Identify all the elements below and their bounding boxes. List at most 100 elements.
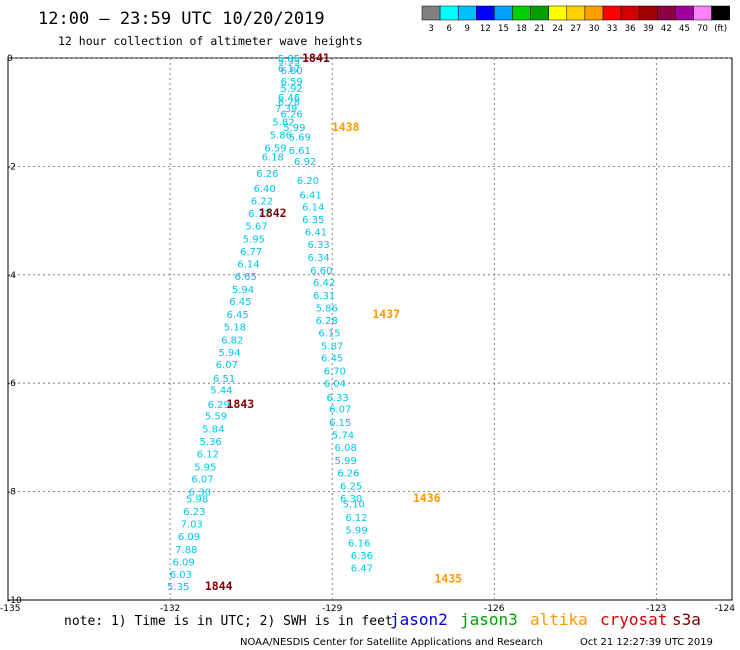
wave-height-point: 5.99 <box>283 123 305 134</box>
y-tick-label: -10 <box>7 596 22 606</box>
wave-height-point: 5.85 <box>278 54 300 65</box>
wave-height-point: 6.65 <box>235 272 257 283</box>
scale-swatch <box>657 5 676 21</box>
x-tick-label: -124 <box>715 604 736 614</box>
scale-label: 45 <box>679 24 690 34</box>
wave-height-point: 6.07 <box>329 405 351 416</box>
wave-height-point: 6.09 <box>172 558 194 569</box>
scale-swatch <box>602 5 622 21</box>
wave-height-point: 6.59 <box>264 143 286 154</box>
wave-height-point: 6.09 <box>178 532 200 543</box>
scale-label: 30 <box>589 24 600 34</box>
pass-time-label: 1438 <box>332 120 360 134</box>
wave-height-point: 5.94 <box>218 348 240 359</box>
wave-height-point: 6.17 <box>278 64 300 75</box>
wave-height-point: 6.26 <box>281 109 303 120</box>
wave-height-point: 6.04 <box>324 379 346 390</box>
plot-frame <box>7 57 733 601</box>
wave-height-point: 5.86 <box>316 303 338 314</box>
wave-height-point: 6.41 <box>299 191 321 202</box>
pass-time-label: 1844 <box>205 579 233 593</box>
wave-height-point: 6.41 <box>305 227 327 238</box>
y-tick-label: 0 <box>7 54 13 64</box>
wave-height-point: 6.23 <box>183 507 205 518</box>
pass-time-label: 1435 <box>434 571 462 585</box>
wave-height-point: 5.35 <box>167 582 189 593</box>
wave-height-point: 5.82 <box>272 117 294 128</box>
wave-height-point: 6.82 <box>221 335 243 346</box>
wave-height-point: 5.59 <box>205 412 227 423</box>
wave-height-point: 6.45 <box>321 354 343 365</box>
wave-height-point: 6.14 <box>302 203 324 214</box>
chart-title: 12:00 – 23:59 UTC 10/20/2019 <box>38 9 325 29</box>
wave-height-point: 6.51 <box>213 374 235 385</box>
scale-swatch <box>548 5 568 21</box>
wave-height-point: 5.87 <box>321 341 343 352</box>
scale-swatch <box>584 5 604 21</box>
scale-label: 15 <box>498 24 509 34</box>
scale-swatch <box>638 5 658 21</box>
wave-height-point: 5.94 <box>232 285 254 296</box>
scale-label: 3 <box>428 24 433 34</box>
scale-swatch <box>476 5 495 21</box>
scale-swatch <box>675 5 694 21</box>
wave-height-point: 5.95 <box>243 234 265 245</box>
legend-jason2: jason2 <box>390 610 448 629</box>
scale-swatch <box>566 5 586 21</box>
wave-height-point: 6.80 <box>281 66 303 77</box>
wave-height-point: 7.03 <box>181 520 203 531</box>
wave-height-point: 6.35 <box>302 215 324 226</box>
scale-swatch <box>457 5 477 21</box>
pass-time-label: 1437 <box>372 307 400 321</box>
wave-height-point: 5.10 <box>343 500 365 511</box>
wave-height-point: 6.34 <box>308 253 330 264</box>
wave-height-point: 6.59 <box>281 77 303 88</box>
timestamp: Oct 21 12:27:39 UTC 2019 <box>580 637 713 648</box>
wave-height-point: 6.16 <box>348 539 370 550</box>
chart-subtitle: 12 hour collection of altimeter wave hei… <box>58 34 363 48</box>
wave-height-point: 6.30 <box>340 494 362 505</box>
wave-height-point: 6.22 <box>251 197 273 208</box>
wave-height-point: 6.12 <box>197 450 219 461</box>
x-tick-label: -126 <box>484 604 505 614</box>
wave-height-point: 6.31 <box>313 291 335 302</box>
wave-height-point: 6.08 <box>335 443 357 454</box>
scale-label: 39 <box>643 24 654 34</box>
wave-height-point: 5.69 <box>289 133 311 144</box>
legend-cryosat: cryosat <box>600 610 667 629</box>
color-scale: 3 6 9 12 15 18 21 24 27 30 33 36 39 42 45 70 (ft) <box>421 5 730 34</box>
scale-swatch <box>620 5 640 21</box>
wave-height-point: 5.95 <box>278 57 300 68</box>
scale-label: 42 <box>661 24 672 34</box>
scale-label: 12 <box>480 24 491 34</box>
wave-height-point: 5.74 <box>332 431 354 442</box>
wave-height-point: 6.92 <box>294 157 316 168</box>
wave-height-point: 6.45 <box>226 310 248 321</box>
scale-swatch <box>421 5 441 21</box>
wave-height-point: 5.92 <box>281 84 303 95</box>
pass-time-label: 1841 <box>302 51 330 65</box>
scale-label: 6 <box>446 24 451 34</box>
wave-height-point: 6.36 <box>351 551 373 562</box>
wave-height-point: 6.20 <box>297 176 319 187</box>
scale-swatch <box>711 5 730 21</box>
scale-label: 36 <box>625 24 636 34</box>
wave-height-point: 5.67 <box>245 221 267 232</box>
wave-height-point: 6.28 <box>278 97 300 108</box>
wave-height-point: 6.33 <box>326 393 348 404</box>
wave-height-point: 5.18 <box>224 322 246 333</box>
scale-swatch <box>693 5 712 21</box>
wave-height-point: 6.07 <box>191 475 213 486</box>
scale-label: 70 <box>697 24 708 34</box>
wave-height-point: 6.47 <box>351 563 373 574</box>
wave-height-point: 6.77 <box>240 247 262 258</box>
legend-s3a: s3a <box>672 610 701 629</box>
wave-height-point: 5.95 <box>194 463 216 474</box>
scale-label: 27 <box>570 24 581 34</box>
scale-swatch <box>494 5 513 21</box>
wave-height-point: 6.18 <box>262 153 284 164</box>
wave-height-point: 7.88 <box>175 545 197 556</box>
wave-height-point: 5.36 <box>199 437 221 448</box>
wave-height-point: 6.25 <box>340 482 362 493</box>
